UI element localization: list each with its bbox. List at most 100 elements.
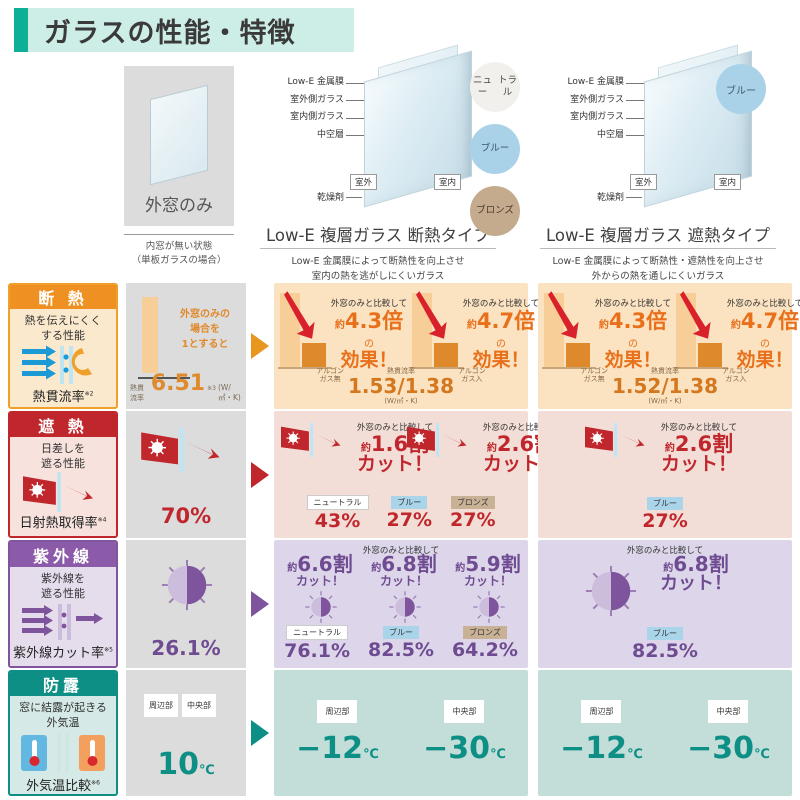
callout-outer-glass: 室外側ガラス [252, 95, 384, 105]
color-chip: ブルー [646, 497, 683, 510]
thermometer-compare-icon [21, 732, 105, 773]
base-metric: 熱貫流率 6.51 ※3 (W/㎡・K) [130, 371, 242, 403]
cut-block: 約6.6割 カット！ [280, 554, 360, 587]
color-chip: ニュートラル [286, 625, 349, 640]
category-body: 窓に結露が起きる 外気温 外気温比較※6 [10, 696, 116, 794]
effect-label: 効果！ [472, 349, 530, 371]
cut-block: 約6.8割 カット！ [364, 554, 444, 587]
approx-prefix: 約 [371, 563, 382, 574]
panel-heat-1: 外窓のみと比較して 約4.3倍の 効果！ 外窓のみと比較して 約4.7倍の [538, 283, 800, 409]
cut-label: カット！ [463, 574, 512, 588]
bar-ground [542, 367, 596, 369]
column-title-shading: Low-E 複層ガラス 遮熱タイプ [545, 226, 771, 245]
page-title-bar: ガラスの性能・特徴 [14, 8, 354, 52]
cut-block: 約6.8割 カット！ [656, 554, 736, 593]
approx-prefix: 約 [598, 320, 609, 331]
base-icon [160, 558, 214, 616]
base-value: 6.51 [150, 371, 206, 396]
tag-inside: 室内 [434, 174, 462, 190]
color-chip: ニュートラル [306, 495, 369, 510]
column-desc-shading: Low-E 金属膜によって断熱性・遮熱性を向上させ 外からの熱を通しにくいガラス [532, 254, 784, 284]
compare-note: 外窓のみと比較して [462, 299, 540, 309]
category-metric-label: 日射熱取得率※4 [19, 516, 107, 531]
cut-value: 6.8割 [673, 552, 729, 576]
percent-row: ニュートラル 76.1% ブルー 82.5% ブロンズ 64.2% [274, 620, 528, 662]
base-temp: 10℃ [126, 747, 246, 782]
callout-inner-glass: 室内側ガラス [252, 113, 384, 122]
category-sub: 日差しを 遮る性能 [41, 442, 85, 471]
category-icon [10, 731, 116, 775]
temp-value-line: −12℃ [296, 731, 379, 766]
panel-group-uv: 外窓のみと比較して 約6.6割 カット！ 約6.8割 カット！ 約5.9割 カッ… [274, 540, 800, 668]
base-tags: 周辺部 中央部 [144, 694, 216, 717]
color-chip: ブロンズ [462, 626, 507, 639]
desc-line1: Low-E 金属膜によって断熱性・遮熱性を向上させ [552, 256, 764, 267]
approx-prefix: 約 [360, 443, 371, 454]
red-down-arrow-icon [416, 291, 447, 339]
tag-outside: 室外 [350, 174, 378, 190]
flow-arrow-cell [246, 670, 274, 796]
triangle-arrow-icon [251, 333, 269, 359]
panel-dew-0: 周辺部 −12℃ 中央部 −30℃ [274, 670, 528, 796]
argon-filled-tag: アルゴン ガス入 [458, 367, 486, 384]
red-down-arrow-icon [284, 291, 315, 339]
effect-value-line: 約4.3倍の [330, 311, 408, 351]
effect-value-line: 約4.3倍の [594, 311, 672, 351]
approx-prefix: 約 [466, 320, 477, 331]
metric-center: 熱貫流率 1.53/1.38 (W/㎡・K) [348, 366, 454, 406]
color-chip: ブルー [391, 496, 428, 509]
temp-value-line: −30℃ [423, 731, 506, 766]
sunlight-block-icon [141, 427, 220, 473]
base-glass-sublabel: 内窓が無い状態 （単板ガラスの場合） [124, 240, 234, 269]
temp-value: −12 [560, 731, 628, 766]
percent-item: ブルー 82.5% [368, 620, 434, 662]
base-value: 70% [160, 504, 212, 528]
metric-row: アルゴン ガス無 熱貫流率 1.53/1.38 (W/㎡・K) アルゴン ガス入 [274, 366, 528, 406]
flow-arrow-cell [246, 540, 274, 668]
effect-suffix: の [496, 339, 506, 350]
uv-sun-icon [305, 591, 337, 623]
approx-prefix: 約 [663, 563, 674, 574]
bar-short [434, 343, 458, 367]
compare-block: 外窓のみと比較して 約4.3倍の 効果！ [594, 297, 672, 370]
temp-value-line: −12℃ [560, 731, 643, 766]
bar-ground [410, 367, 464, 369]
compare-note: 外窓のみと比較して [660, 423, 738, 433]
base-cell-dew: 周辺部 中央部 10℃ [126, 670, 246, 796]
base-bar-baseline [138, 377, 190, 379]
compare-block: 外窓のみと比較して 約4.7倍の 効果！ [726, 297, 800, 370]
cut-value: 6.6割 [297, 552, 353, 576]
metric-value: 1.52/1.38 [612, 374, 718, 398]
compare-note: 外窓のみと比較して [726, 299, 800, 309]
temp-item: 中央部 −30℃ [423, 700, 506, 766]
callout-labels: Low-E 金属膜 室外側ガラス 室内側ガラス 中空層 [252, 78, 384, 148]
callout-lowe-film: Low-E 金属膜 [532, 78, 664, 87]
color-swatch-group: ニュー トラル ブルー ブロンズ [470, 62, 528, 248]
temp-unit: ℃ [490, 747, 506, 762]
category-body: 日差しを 遮る性能 日射熱取得率※4 [10, 437, 116, 536]
single-pane-glass-icon [150, 84, 208, 186]
flow-arrows-icon [22, 604, 103, 640]
category-body: 紫外線を 遮る性能 紫外線カット率※5 [10, 567, 116, 666]
metric-label: 熱貫流率 [387, 367, 415, 375]
sunlight-block-icon [407, 423, 467, 457]
category-head: 遮 熱 [10, 413, 116, 438]
tag-outside: 室外 [630, 174, 658, 190]
row-uv: 紫外線 紫外線を 遮る性能 紫外線カット率※5 26.1% 外窓のみと比較して 約6… [0, 540, 800, 668]
effect-value: 4.7倍 [740, 309, 800, 333]
desc-line2: 外からの熱を通しにくいガラス [591, 271, 725, 283]
panel-heat-0: 外窓のみと比較して 約4.3倍の 効果！ 外窓のみと比較して 約4.7倍の [274, 283, 539, 409]
panel-uv-0: 外窓のみと比較して 約6.6割 カット！ 約6.8割 カット！ 約5.9割 カッ… [274, 540, 528, 668]
metric-unit: (W/㎡・K) [384, 397, 418, 405]
category-metric-label: 熱貫流率※2 [32, 389, 94, 405]
temp-value: −30 [423, 731, 491, 766]
bar-ground [674, 367, 728, 369]
uv-sun-icon [585, 565, 637, 617]
sunlight-block-icon [281, 423, 341, 457]
base-cell-shade: 70% [126, 411, 246, 538]
panel-group-heat: 外窓のみと比較して 約4.3倍の 効果！ 外窓のみと比較して 約 4.7倍の [274, 283, 800, 409]
panel-dew-1: 周辺部 −12℃ 中央部 −30℃ [538, 670, 792, 796]
swatch-bronze: ブロンズ [470, 186, 520, 236]
callout-air-layer: 中空層 [532, 130, 664, 140]
category-sub: 窓に結露が起きる 外気温 [19, 701, 107, 729]
